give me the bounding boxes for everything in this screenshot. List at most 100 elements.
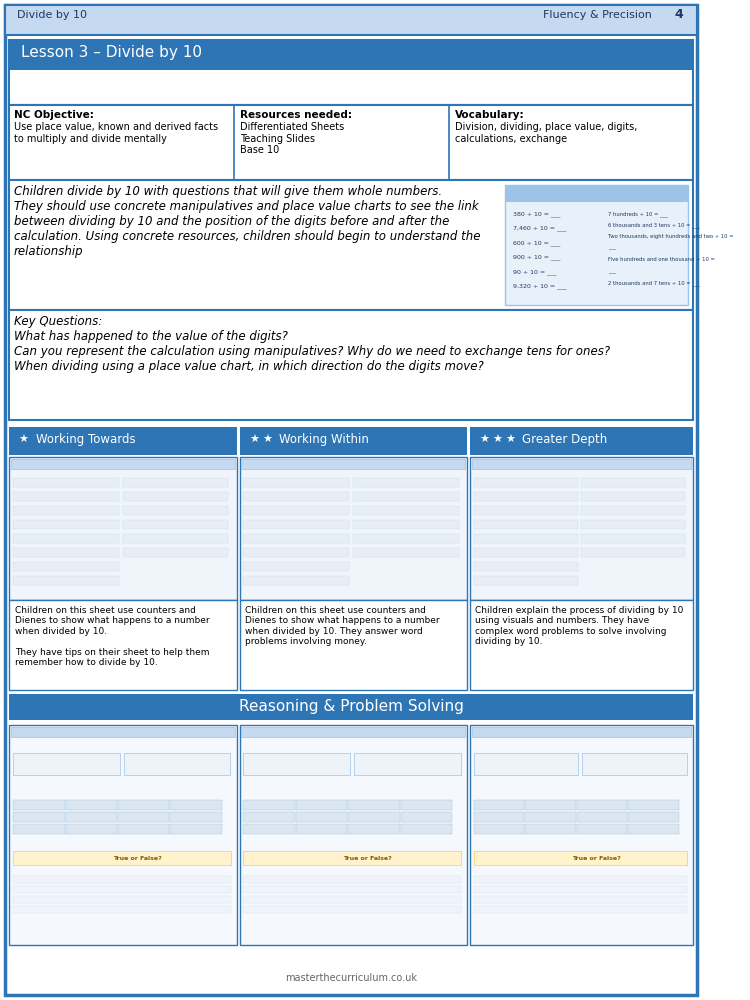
Bar <box>243 896 461 903</box>
Bar <box>628 812 679 822</box>
Bar <box>472 459 691 469</box>
Bar <box>470 457 693 600</box>
Bar <box>243 548 350 557</box>
Bar <box>243 753 350 775</box>
Bar <box>354 753 460 775</box>
Bar <box>506 186 688 202</box>
Bar <box>581 492 686 501</box>
Text: 7,460 ÷ 10 = ___: 7,460 ÷ 10 = ___ <box>513 226 566 231</box>
Bar <box>243 562 350 571</box>
Text: 2 thousands and 7 tens ÷ 10 = ___: 2 thousands and 7 tens ÷ 10 = ___ <box>608 280 700 286</box>
Bar <box>9 694 693 720</box>
Bar <box>9 725 237 945</box>
Bar <box>473 906 687 913</box>
Bar <box>13 906 231 913</box>
Text: Reasoning & Problem Solving: Reasoning & Problem Solving <box>238 700 464 714</box>
Bar <box>525 824 576 834</box>
Bar <box>13 506 119 515</box>
Bar <box>506 185 688 305</box>
Bar <box>122 492 229 501</box>
Text: 6 thousands and 3 tens ÷ 10 = ___: 6 thousands and 3 tens ÷ 10 = ___ <box>608 223 700 228</box>
Bar <box>296 824 347 834</box>
Text: Division, dividing, place value, digits,
calculations, exchange: Division, dividing, place value, digits,… <box>455 122 638 144</box>
Text: ___: ___ <box>608 245 616 250</box>
Bar <box>628 800 679 810</box>
Bar <box>473 576 578 585</box>
Bar <box>296 812 347 822</box>
Bar <box>13 812 64 822</box>
Bar <box>239 600 467 690</box>
Text: NC Objective:: NC Objective: <box>14 110 94 120</box>
Text: ★: ★ <box>506 435 515 445</box>
Bar <box>348 800 400 810</box>
Bar <box>13 478 119 487</box>
Bar <box>65 812 117 822</box>
Text: True or False?: True or False? <box>572 856 621 860</box>
Bar <box>239 427 467 455</box>
Bar <box>122 506 229 515</box>
Bar <box>122 520 229 529</box>
Bar <box>9 600 237 690</box>
Bar <box>122 548 229 557</box>
Bar <box>243 478 350 487</box>
Bar <box>118 812 170 822</box>
Bar <box>239 725 467 945</box>
Bar <box>470 427 693 455</box>
Bar <box>577 800 627 810</box>
Text: True or False?: True or False? <box>344 856 392 860</box>
Bar <box>473 851 687 865</box>
Bar <box>400 812 452 822</box>
Text: 900 ÷ 10 = ___: 900 ÷ 10 = ___ <box>513 254 560 260</box>
Bar <box>243 812 295 822</box>
Bar <box>577 812 627 822</box>
Text: Children divide by 10 with questions that will give them whole numbers.
They sho: Children divide by 10 with questions tha… <box>14 185 481 258</box>
Bar <box>581 548 686 557</box>
Bar <box>472 727 691 737</box>
Bar <box>243 506 350 515</box>
Bar <box>628 824 679 834</box>
Bar <box>13 896 231 903</box>
Bar <box>13 876 231 883</box>
Bar <box>13 562 119 571</box>
Bar <box>9 310 693 420</box>
Bar <box>581 520 686 529</box>
Bar <box>352 520 459 529</box>
Bar <box>9 457 237 600</box>
Text: masterthecurriculum.co.uk: masterthecurriculum.co.uk <box>285 973 417 983</box>
Bar <box>470 600 693 690</box>
Text: Children on this sheet use counters and
Dienes to show what happens to a number
: Children on this sheet use counters and … <box>245 606 440 646</box>
Text: Key Questions:
What has happened to the value of the digits?
Can you represent t: Key Questions: What has happened to the … <box>14 315 610 373</box>
Bar <box>11 459 235 469</box>
Bar <box>239 457 467 600</box>
Bar <box>124 753 230 775</box>
Bar <box>118 824 170 834</box>
Bar <box>118 800 170 810</box>
Bar <box>243 492 350 501</box>
Bar <box>242 727 465 737</box>
Bar <box>170 800 222 810</box>
Bar <box>9 40 693 70</box>
Text: ★: ★ <box>19 435 28 445</box>
Bar <box>473 812 524 822</box>
Bar <box>400 800 452 810</box>
Bar <box>473 506 578 515</box>
Text: ___: ___ <box>608 268 616 273</box>
Bar <box>473 520 578 529</box>
Bar <box>473 548 578 557</box>
Bar <box>243 824 295 834</box>
Bar <box>13 492 119 501</box>
Bar <box>170 824 222 834</box>
Bar <box>13 800 64 810</box>
Bar <box>473 492 578 501</box>
Text: Fluency & Precision: Fluency & Precision <box>543 10 652 20</box>
Bar <box>13 824 64 834</box>
Bar <box>170 812 222 822</box>
Bar <box>13 520 119 529</box>
Bar <box>473 824 524 834</box>
Bar <box>13 851 231 865</box>
Text: True or False?: True or False? <box>113 856 162 860</box>
Bar <box>348 824 400 834</box>
Bar <box>525 812 576 822</box>
Bar <box>470 725 693 945</box>
Text: Divide by 10: Divide by 10 <box>16 10 87 20</box>
